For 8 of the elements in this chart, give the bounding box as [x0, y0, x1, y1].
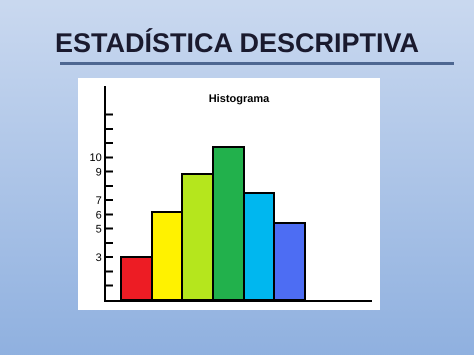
y-tick-label: 5: [96, 224, 102, 236]
y-tick-label: 10: [90, 152, 102, 164]
chart-title: ESTADÍSTICA DESCRIPTIVA: [54, 28, 420, 59]
y-tick-label: 3: [96, 252, 102, 264]
text: Histograma: [208, 92, 270, 105]
y-tick-label: 6: [96, 209, 102, 222]
y-tick-label: 7: [96, 194, 102, 207]
y-tick-label: 9: [96, 166, 102, 178]
